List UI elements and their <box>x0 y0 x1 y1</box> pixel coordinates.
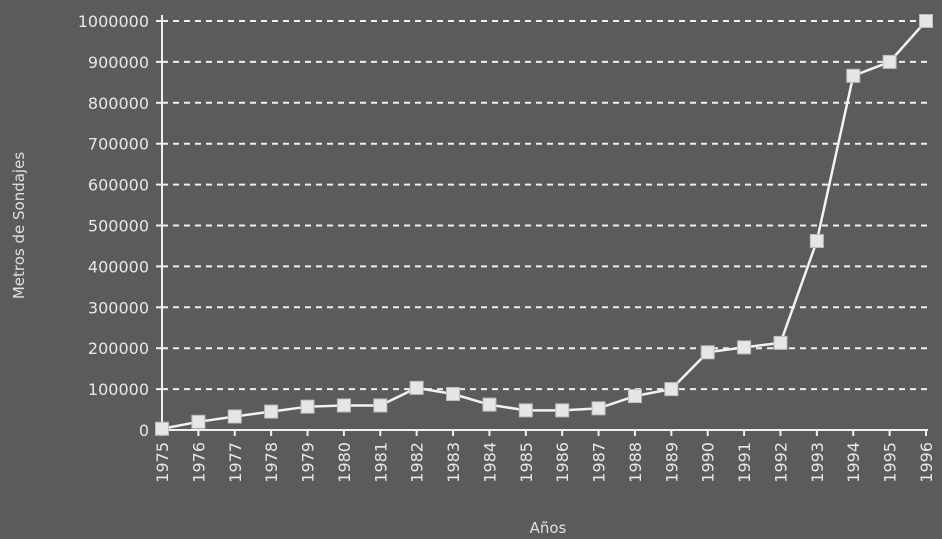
axes <box>162 15 928 430</box>
data-point-1991 <box>738 341 751 354</box>
x-tick-label: 1987 <box>590 442 609 483</box>
y-tick-label: 900000 <box>88 53 149 72</box>
x-tick-label: 1986 <box>553 442 572 483</box>
x-axis-title: Años <box>530 519 567 537</box>
data-point-1977 <box>228 410 241 423</box>
x-tick-label: 1989 <box>662 442 681 483</box>
data-point-1981 <box>374 399 387 412</box>
gridlines <box>156 21 932 430</box>
data-point-1984 <box>483 398 496 411</box>
data-point-1985 <box>519 404 532 417</box>
x-tick-labels: 1975 1976 1977 1978 1979 1980 1981 1982 1983 1984… <box>153 430 936 483</box>
data-point-1995 <box>883 55 896 68</box>
y-tick-label: 1000000 <box>78 12 149 31</box>
data-point-1979 <box>301 400 314 413</box>
x-tick-label: 1994 <box>844 442 863 483</box>
x-tick-label: 1988 <box>626 442 645 483</box>
y-tick-label: 300000 <box>88 298 149 317</box>
x-tick-label: 1976 <box>189 442 208 483</box>
y-tick-label: 400000 <box>88 257 149 276</box>
x-tick-label: 1980 <box>335 442 354 483</box>
x-tick-label: 1990 <box>699 442 718 483</box>
x-tick-label: 1985 <box>517 442 536 483</box>
x-tick-label: 1977 <box>226 442 245 483</box>
y-axis-title: Metros de Sondajes <box>10 152 28 299</box>
x-tick-label: 1982 <box>408 442 427 483</box>
y-tick-labels: 0 100000 200000 300000 400000 500000 600000 700… <box>78 12 149 440</box>
x-tick-label: 1991 <box>735 442 754 483</box>
x-tick-label: 1975 <box>153 442 172 483</box>
y-tick-label: 200000 <box>88 339 149 358</box>
x-tick-label: 1978 <box>262 442 281 483</box>
data-point-1982 <box>410 381 423 394</box>
y-tick-label: 600000 <box>88 176 149 195</box>
y-tick-label: 800000 <box>88 94 149 113</box>
x-tick-label: 1993 <box>808 442 827 483</box>
x-tick-label: 1995 <box>881 442 900 483</box>
data-point-1992 <box>774 336 787 349</box>
x-tick-label: 1984 <box>480 442 499 483</box>
y-tick-label: 500000 <box>88 217 149 236</box>
data-point-1993 <box>810 235 823 248</box>
data-point-1989 <box>665 383 678 396</box>
data-point-1986 <box>556 404 569 417</box>
data-point-1980 <box>337 399 350 412</box>
x-tick-label: 1981 <box>371 442 390 483</box>
data-point-1996 <box>920 15 933 28</box>
data-point-1990 <box>701 346 714 359</box>
data-point-1978 <box>265 405 278 418</box>
x-tick-label: 1996 <box>917 442 936 483</box>
data-point-1988 <box>628 390 641 403</box>
y-tick-label: 100000 <box>88 380 149 399</box>
x-tick-label: 1979 <box>299 442 318 483</box>
data-point-1976 <box>192 415 205 428</box>
y-tick-label: 0 <box>139 421 149 440</box>
y-tick-label: 700000 <box>88 135 149 154</box>
x-tick-label: 1983 <box>444 442 463 483</box>
data-point-1987 <box>592 402 605 415</box>
x-tick-label: 1992 <box>771 442 790 483</box>
data-point-1983 <box>447 388 460 401</box>
data-point-1975 <box>156 422 169 435</box>
data-point-1994 <box>847 69 860 82</box>
